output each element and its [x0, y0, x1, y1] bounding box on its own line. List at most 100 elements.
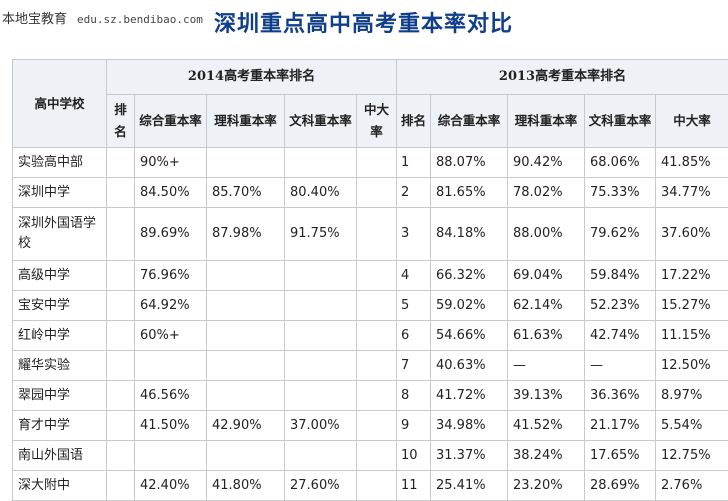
table-cell: 40.63%: [431, 351, 508, 381]
table-cell: [357, 291, 397, 321]
table-cell: —: [585, 351, 656, 381]
table-cell: 7: [397, 351, 431, 381]
table-cell: 23.20%: [508, 471, 585, 501]
table-cell: 25.41%: [431, 471, 508, 501]
col-header-2014-science: 理科重本率: [207, 95, 285, 148]
table-cell: 36.36%: [585, 381, 656, 411]
table-cell: [107, 148, 135, 178]
table-cell: 9: [397, 411, 431, 441]
table-cell: 4: [397, 261, 431, 291]
site-watermark: 本地宝教育 edu.sz.bendibao.com: [2, 8, 203, 27]
table-cell: [357, 208, 397, 261]
table-cell: 37.00%: [285, 411, 357, 441]
table-cell: 84.50%: [135, 178, 207, 208]
table-cell: [357, 351, 397, 381]
site-domain: edu.sz.bendibao.com: [77, 13, 203, 26]
table-cell: 42.90%: [207, 411, 285, 441]
table-cell: 11.15%: [656, 321, 728, 351]
table-cell: 46.56%: [135, 381, 207, 411]
table-cell: [135, 351, 207, 381]
table-cell: 27.60%: [285, 471, 357, 501]
school-name-cell: 深圳外国语学校: [13, 208, 107, 261]
col-header-2013-overall: 综合重本率: [431, 95, 508, 148]
table-cell: 12.75%: [656, 441, 728, 471]
school-name-cell: 高级中学: [13, 261, 107, 291]
table-cell: [107, 381, 135, 411]
group-header-2014: 2014高考重本率排名: [107, 60, 397, 95]
table-cell: 41.72%: [431, 381, 508, 411]
table-cell: [357, 411, 397, 441]
table-cell: 15.27%: [656, 291, 728, 321]
table-cell: [207, 261, 285, 291]
table-cell: [285, 351, 357, 381]
table-cell: 75.33%: [585, 178, 656, 208]
table-cell: [285, 291, 357, 321]
table-cell: 84.18%: [431, 208, 508, 261]
table-cell: [285, 148, 357, 178]
school-name-cell: 南山外国语: [13, 441, 107, 471]
table-cell: 41.50%: [135, 411, 207, 441]
table-cell: [357, 178, 397, 208]
group-header-2013: 2013高考重本率排名: [397, 60, 728, 95]
table-cell: 69.04%: [508, 261, 585, 291]
table-cell: [357, 381, 397, 411]
table-cell: 66.32%: [431, 261, 508, 291]
table-cell: 76.96%: [135, 261, 207, 291]
table-cell: 54.66%: [431, 321, 508, 351]
table-cell: 64.92%: [135, 291, 207, 321]
table-cell: 12.50%: [656, 351, 728, 381]
col-header-2014-rank: 排名: [107, 95, 135, 148]
table-cell: 88.07%: [431, 148, 508, 178]
table-cell: 88.00%: [508, 208, 585, 261]
table-cell: 80.40%: [285, 178, 357, 208]
table-cell: [357, 261, 397, 291]
table-cell: 5.54%: [656, 411, 728, 441]
table-cell: 2: [397, 178, 431, 208]
table-cell: 60%+: [135, 321, 207, 351]
site-name: 本地宝教育: [2, 12, 67, 27]
col-header-2014-sysu: 中大率: [357, 95, 397, 148]
table-cell: [207, 441, 285, 471]
table-cell: [107, 441, 135, 471]
table-cell: 8.97%: [656, 381, 728, 411]
table-cell: 91.75%: [285, 208, 357, 261]
col-header-2014-arts: 文科重本率: [285, 95, 357, 148]
table-cell: [135, 441, 207, 471]
col-header-2013-arts: 文科重本率: [585, 95, 656, 148]
table-cell: [357, 148, 397, 178]
table-cell: 17.22%: [656, 261, 728, 291]
table-cell: [207, 351, 285, 381]
table-cell: 1: [397, 148, 431, 178]
school-name-cell: 耀华实验: [13, 351, 107, 381]
table-cell: [285, 441, 357, 471]
table-cell: [107, 291, 135, 321]
table-cell: 59.84%: [585, 261, 656, 291]
school-name-cell: 深大附中: [13, 471, 107, 501]
col-header-2013-sysu: 中大率: [656, 95, 728, 148]
table-cell: 90%+: [135, 148, 207, 178]
table-cell: 8: [397, 381, 431, 411]
col-header-2014-overall: 综合重本率: [135, 95, 207, 148]
table-cell: 59.02%: [431, 291, 508, 321]
table-cell: [285, 261, 357, 291]
table-cell: 61.63%: [508, 321, 585, 351]
table-cell: 6: [397, 321, 431, 351]
table-cell: [285, 381, 357, 411]
table-cell: 90.42%: [508, 148, 585, 178]
page-title: 深圳重点高中高考重本率对比: [214, 6, 513, 38]
table-cell: 3: [397, 208, 431, 261]
table-cell: [107, 471, 135, 501]
table-cell: 37.60%: [656, 208, 728, 261]
table-cell: 5: [397, 291, 431, 321]
col-header-2013-rank: 排名: [397, 95, 431, 148]
table-cell: [207, 321, 285, 351]
comparison-table: 高中学校 2014高考重本率排名 2013高考重本率排名 排名 综合重本率 理科…: [12, 59, 728, 501]
table-cell: 52.23%: [585, 291, 656, 321]
table-cell: [357, 441, 397, 471]
table-cell: 2.76%: [656, 471, 728, 501]
